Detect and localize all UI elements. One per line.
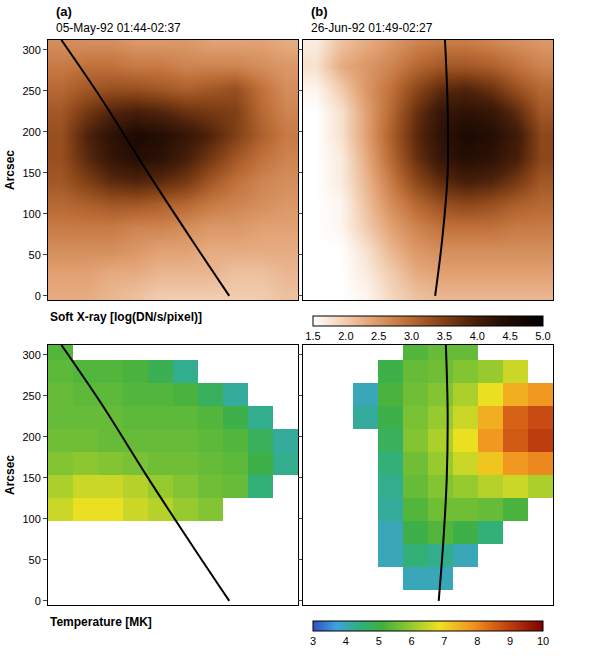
svg-text:150: 150 (22, 167, 40, 179)
svg-text:(a): (a) (56, 4, 72, 19)
svg-text:26-Jun-92 01:49-02:27: 26-Jun-92 01:49-02:27 (311, 21, 433, 35)
svg-text:1.5: 1.5 (305, 330, 320, 342)
svg-text:9: 9 (507, 635, 513, 647)
svg-text:150: 150 (22, 472, 40, 484)
svg-text:05-May-92 01:44-02:37: 05-May-92 01:44-02:37 (56, 21, 181, 35)
svg-text:7: 7 (441, 635, 447, 647)
svg-text:8: 8 (474, 635, 480, 647)
svg-text:300: 300 (22, 349, 40, 361)
svg-text:250: 250 (22, 390, 40, 402)
svg-text:0: 0 (35, 595, 41, 607)
svg-text:3.5: 3.5 (437, 330, 452, 342)
svg-text:3: 3 (310, 635, 316, 647)
svg-text:200: 200 (22, 431, 40, 443)
svg-text:100: 100 (22, 513, 40, 525)
svg-text:50: 50 (29, 249, 41, 261)
svg-text:50: 50 (29, 554, 41, 566)
svg-text:2.0: 2.0 (338, 330, 353, 342)
svg-text:100: 100 (22, 208, 40, 220)
svg-text:4: 4 (343, 635, 349, 647)
svg-text:0: 0 (35, 290, 41, 302)
svg-text:4.5: 4.5 (502, 330, 517, 342)
svg-text:300: 300 (22, 44, 40, 56)
svg-text:3.0: 3.0 (404, 330, 419, 342)
svg-text:Soft X-ray [log(DN/s/pixel)]: Soft X-ray [log(DN/s/pixel)] (50, 310, 202, 324)
svg-text:4.0: 4.0 (470, 330, 485, 342)
svg-text:Arcsec: Arcsec (3, 455, 17, 495)
svg-text:10: 10 (537, 635, 549, 647)
svg-text:2.5: 2.5 (371, 330, 386, 342)
svg-text:250: 250 (22, 85, 40, 97)
svg-text:Temperature [MK]: Temperature [MK] (50, 615, 152, 629)
svg-text:(b): (b) (311, 4, 328, 19)
svg-text:6: 6 (409, 635, 415, 647)
svg-text:200: 200 (22, 126, 40, 138)
svg-text:Arcsec: Arcsec (3, 150, 17, 190)
svg-text:5.0: 5.0 (535, 330, 550, 342)
svg-text:5: 5 (376, 635, 382, 647)
